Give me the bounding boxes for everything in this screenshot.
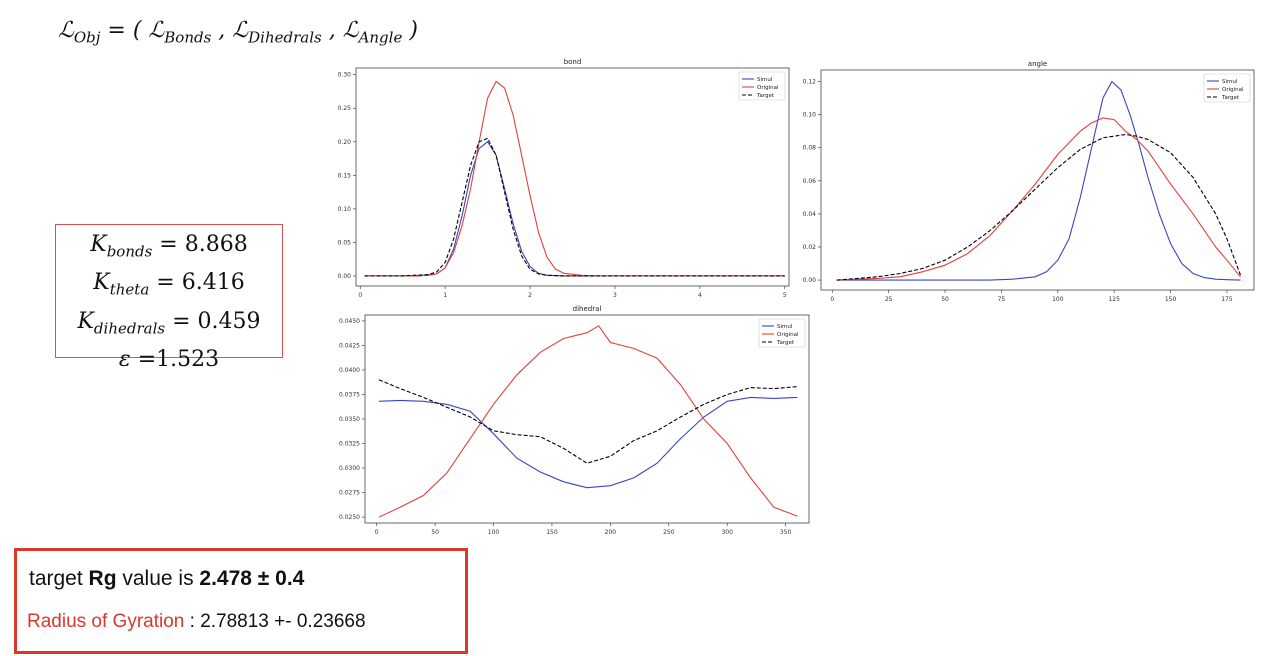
x-tick-label: 0: [375, 529, 379, 536]
x-tick-label: 350: [780, 529, 792, 536]
x-tick-label: 1: [443, 292, 447, 299]
y-tick-label: 0.10: [338, 206, 352, 213]
y-tick-label: 0.0375: [339, 391, 360, 398]
legend-label-target: Target: [776, 340, 795, 346]
x-tick-label: 50: [941, 296, 949, 303]
y-tick-label: 0.0350: [339, 416, 360, 423]
y-tick-label: 0.0275: [339, 490, 360, 497]
legend-label-original: Original: [1222, 87, 1244, 93]
y-tick-label: 0.0400: [339, 367, 360, 374]
legend-label-original: Original: [757, 85, 779, 91]
plot-frame: [820, 69, 1255, 291]
legend-label-target: Target: [1221, 95, 1240, 101]
bond-chart: bond 0 1 2 3 4 5 0.00 0.05 0.10 0.15 0.20 0.25 0.30 Si…: [338, 58, 790, 299]
param-k-dihedrals: Kdihedrals = 0.459: [77, 308, 261, 338]
series-line-target: [364, 137, 785, 277]
dihedral-chart: dihedral 0 50 100 150 200 250 300 350 0.0250 0.027…: [339, 305, 810, 536]
legend-label-original: Original: [777, 332, 799, 338]
param-epsilon: ε =1.523: [118, 347, 220, 373]
series-line-original: [364, 80, 785, 277]
legend-label-simul: Simul: [757, 77, 773, 83]
y-tick-label: 0.0325: [339, 441, 360, 448]
y-tick-label: 0.06: [803, 178, 817, 185]
objective-formula: ℒObj = ( ℒBonds , ℒDihedrals , ℒAngle ): [58, 18, 418, 47]
series-line-simul: [836, 80, 1241, 281]
y-tick-label: 0.00: [803, 277, 817, 284]
y-tick-label: 0.25: [338, 105, 352, 112]
y-tick-label: 0.30: [338, 72, 352, 79]
y-tick-label: 0.0250: [339, 514, 360, 521]
radius-of-gyration-text: Radius of Gyration : 2.78813 +- 0.23668: [27, 611, 366, 632]
series-line-original: [378, 325, 798, 518]
y-tick-label: 0.00: [338, 273, 352, 280]
y-tick-label: 0.20: [338, 139, 352, 146]
x-tick-label: 250: [663, 529, 675, 536]
x-tick-label: 2: [528, 292, 532, 299]
series-line-simul: [364, 140, 785, 277]
angle-chart: angle 0 25 50 75 100 125 150 175 0.00 0.02 0.04 0.06…: [803, 60, 1255, 303]
y-tick-label: 0.0450: [339, 318, 360, 325]
chart-title: bond: [564, 58, 582, 66]
x-tick-label: 100: [1052, 296, 1064, 303]
y-tick-label: 0.15: [338, 172, 352, 179]
legend-label-target: Target: [756, 93, 775, 99]
y-tick-label: 0.05: [338, 239, 352, 246]
plot-frame: [364, 314, 810, 524]
x-tick-label: 5: [783, 292, 787, 299]
y-tick-label: 0.02: [803, 244, 817, 251]
x-tick-label: 125: [1108, 296, 1120, 303]
y-tick-label: 0.0300: [339, 465, 360, 472]
y-tick-label: 0.0425: [339, 342, 360, 349]
x-tick-label: 3: [613, 292, 617, 299]
param-k-bonds: Kbonds = 8.868: [90, 232, 248, 261]
x-tick-label: 150: [1165, 296, 1177, 303]
x-tick-label: 0: [358, 292, 362, 299]
param-k-theta: Ktheta = 6.416: [93, 270, 245, 299]
x-tick-label: 0: [830, 296, 834, 303]
series-line-original: [836, 117, 1241, 281]
x-tick-label: 175: [1221, 296, 1233, 303]
parameters-box: Kbonds = 8.868 Ktheta = 6.416 Kdihedrals…: [55, 224, 283, 372]
series-line-target: [378, 379, 798, 464]
series-line-simul: [378, 396, 798, 489]
x-tick-label: 75: [998, 296, 1006, 303]
x-tick-label: 200: [605, 529, 617, 536]
y-tick-label: 0.10: [803, 112, 817, 119]
x-tick-label: 25: [885, 296, 893, 303]
plot-frame: [355, 67, 790, 287]
y-tick-label: 0.08: [803, 145, 817, 152]
x-tick-label: 150: [546, 529, 558, 536]
target-rg-text: target Rg value is 2.478 ± 0.4: [29, 567, 305, 590]
y-tick-label: 0.04: [803, 211, 817, 218]
chart-title: angle: [1028, 60, 1047, 68]
series-line-target: [836, 133, 1242, 281]
x-tick-label: 300: [721, 529, 733, 536]
rg-result-box: target Rg value is 2.478 ± 0.4 Radius of…: [14, 548, 468, 654]
x-tick-label: 4: [698, 292, 702, 299]
legend-label-simul: Simul: [1222, 79, 1238, 85]
x-tick-label: 100: [488, 529, 500, 536]
chart-title: dihedral: [573, 305, 602, 313]
legend-label-simul: Simul: [777, 324, 793, 330]
y-tick-label: 0.12: [803, 79, 817, 86]
x-tick-label: 50: [431, 529, 439, 536]
